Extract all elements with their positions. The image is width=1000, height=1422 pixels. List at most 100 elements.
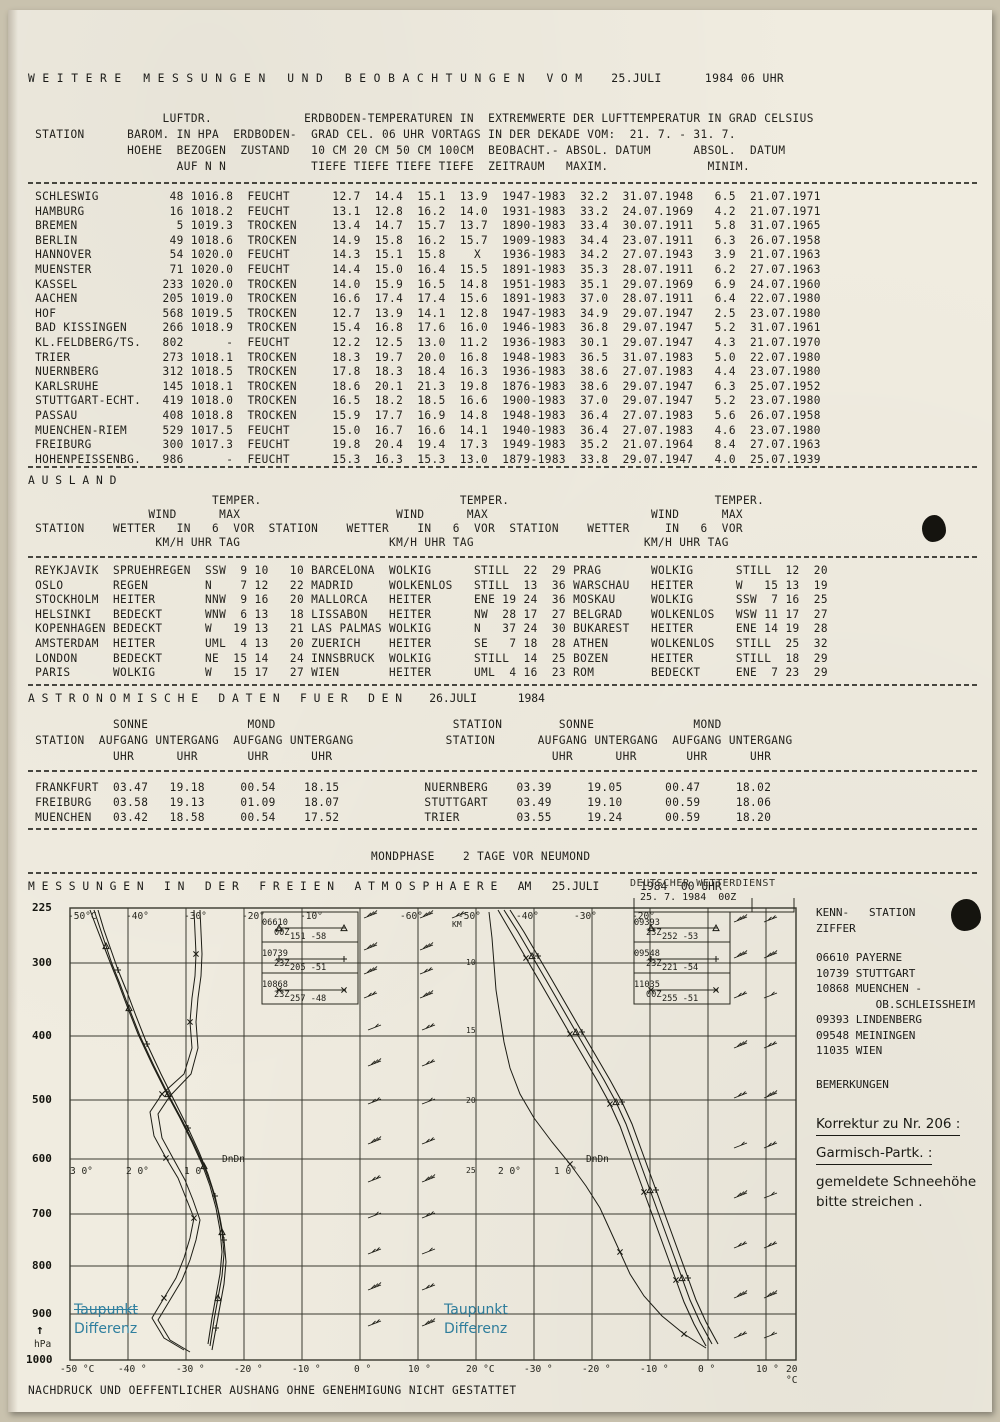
ausland-header-1: WIND MAX WIND MAX WIND MAX [28,508,743,521]
km-tick-3: 25 [466,1166,476,1175]
table-row: TRIER 273 1018.1 TROCKEN 18.3 19.7 20.0 … [28,350,821,364]
table-row: AACHEN 205 1019.0 TROCKEN 16.6 17.4 17.4… [28,292,821,306]
station-code-item: OB.SCHLEISSHEIM [816,997,975,1011]
sounding-l2-values: 257 -48 [290,994,327,1004]
divider-ausland-top [28,556,980,558]
km-tick-0: 10 [466,958,476,967]
table-row: BERLIN 49 1018.6 TROCKEN 14.9 15.8 16.2 … [28,233,821,247]
sounding-l1-id: 10739 [262,949,288,959]
table-row: KOPENHAGEN BEDECKT W 19 13 21 LAS PALMAS… [28,622,828,636]
divider-ground-top [28,182,980,184]
bottom-tick-10: -10 ° [640,1364,669,1375]
station-code-item: 09393 LINDENBERG [816,1013,922,1026]
table-row: FREIBURG 300 1017.3 FEUCHT 19.8 20.4 19.… [28,438,821,452]
wind-barbs-right [733,913,778,1339]
handwritten-correction-block: Korrektur zu Nr. 206 : Garmisch-Partk. :… [816,1114,992,1212]
winddir-l0: 3 0° [70,1166,93,1177]
correction-station: Garmisch-Partk. : [816,1143,933,1165]
station-code-item: 11035 WIEN [816,1044,883,1057]
table-row: STOCKHOLM HEITER NNW 9 16 20 MALLORCA HE… [28,593,828,607]
table-row: HELSINKI BEDECKT WNW 6 13 18 LISSABON HE… [28,607,828,621]
correction-ref: Korrektur zu Nr. 206 : [816,1114,961,1136]
bottom-tick-1: -40 ° [118,1364,147,1375]
table-row: OSLO REGEN N 7 12 22 MADRID WOLKENLOS ST… [28,578,828,592]
pressure-tick-600: 600 [32,1152,52,1165]
bottom-tick-2: -30 ° [176,1364,205,1375]
table-row: NUERNBERG 312 1018.5 TROCKEN 17.8 18.3 1… [28,365,821,379]
page-title: W E I T E R E M E S S U N G E N U N D B … [28,72,785,85]
pressure-arrow-icon: ↑ [36,1323,44,1338]
dndn-label-left: DnDn [222,1154,245,1165]
ink-blot-ausland [922,515,946,542]
bottom-tick-7: 20 °C [466,1364,495,1375]
top-tick-l2: -30° [184,911,207,922]
table-row: BAD KISSINGEN 266 1018.9 TROCKEN 15.4 16… [28,321,821,335]
top-tick-l3: -20° [242,911,265,922]
atmosphere-date-box: 25. 7. 1984 00Z [640,892,737,903]
sounding-r2-time: 00Z [646,990,662,1000]
station-code-item: 10868 MUENCHEN - [816,982,922,995]
astro-section-title: A S T R O N O M I S C H E D A T E N F U … [28,692,545,705]
ausland-header-0: TEMPER. TEMPER. TEMPER. [28,494,765,507]
top-tick-l1: -40° [126,911,149,922]
table-row: FREIBURG 03.58 19.13 01.09 18.07 STUTTGA… [28,796,772,809]
annotation-differenz-right: Differenz [444,1321,508,1337]
sounding-r0-time: 23Z [646,928,662,938]
sounding-l2-id: 10868 [262,980,288,990]
ground-table-header-1: STATION BAROM. IN HPA ERDBODEN- GRAD CEL… [28,128,736,141]
divider-astro-bottom [28,828,980,830]
sounding-l0-values: 151 -58 [290,932,327,942]
bottom-tick-11: 0 ° [698,1364,716,1375]
bottom-tick-12: 10 ° [756,1364,779,1375]
sounding-r1-id: 09548 [634,949,660,959]
astro-header-1: STATION AUFGANG UNTERGANG AUFGANG UNTERG… [28,734,793,747]
pressure-tick-400: 400 [32,1029,52,1042]
pressure-tick-500: 500 [32,1093,52,1106]
sounding-r0-values: 252 -53 [662,932,699,942]
sounding-l1-time: 23Z [274,959,290,969]
ausland-header-3: KM/H UHR TAG KM/H UHR TAG KM/H UHR TAG [28,536,729,549]
table-row: MUENCHEN-RIEM 529 1017.5 FEUCHT 15.0 16.… [28,423,821,437]
table-row: REYKJAVIK SPRUEHREGEN SSW 9 10 10 BARCEL… [28,564,828,577]
bottom-tick-0: -50 °C [60,1364,95,1375]
ink-blot-station-header [951,899,981,931]
astro-header-0: SONNE MOND STATION SONNE MOND [28,718,722,731]
divider-astro-top [28,770,980,772]
table-row: KL.FELDBERG/TS. 802 - FEUCHT 12.2 12.5 1… [28,335,821,349]
radiosonde-chart: 225 300 400 500 600 700 800 900 1000 ↑ h… [26,878,804,1386]
table-row: MUENCHEN 03.42 18.58 00.54 17.52 TRIER 0… [28,811,772,824]
pressure-tick-225: 225 [32,901,52,914]
pressure-tick-300: 300 [32,956,52,969]
bottom-tick-13: 20 °C [786,1364,798,1386]
astro-header-2: UHR UHR UHR UHR UHR UHR UHR UHR [28,750,772,763]
divider-ausland-bottom [28,684,980,686]
annotation-taupunkt-left: Taupunkt [74,1302,138,1318]
station-code-item: 09548 MEININGEN [816,1028,916,1042]
markers-right [522,952,692,1338]
pressure-tick-800: 800 [32,1259,52,1272]
winddir-r0: 2 0° [498,1166,521,1177]
table-row: PARIS WOLKIG W 15 17 27 WIEN HEITER UML … [28,666,828,680]
dndn-label-right: DnDn [586,1154,609,1165]
correction-text-2: bitte streichen . [816,1194,923,1210]
km-axis-label: KM [452,920,462,929]
ausland-table-body: REYKJAVIK SPRUEHREGEN SSW 9 10 10 BARCEL… [28,564,828,681]
top-tick-r0: -60° [400,911,423,922]
sounding-r0-id: 09393 [634,918,660,928]
table-row: HOF 568 1019.5 TROCKEN 12.7 13.9 14.1 12… [28,306,821,320]
km-tick-1: 15 [466,1026,476,1035]
ground-table-header-3: AUF N N TIEFE TIEFE TIEFE TIEFE ZEITRAUM… [28,160,751,173]
ausland-section-title: A U S L A N D [28,474,117,487]
markers-left [102,942,228,1332]
sounding-l1-values: 205 -51 [290,963,327,973]
table-row: SCHLESWIG 48 1016.8 FEUCHT 12.7 14.4 15.… [28,190,821,203]
winddir-r1: 1 0° [554,1166,577,1177]
astro-table-body: FRANKFURT 03.47 19.18 00.54 18.15 NUERNB… [28,780,771,825]
sounding-r2-values: 255 -51 [662,994,699,1004]
bottom-tick-4: -10 ° [292,1364,321,1375]
wind-barbs-left [363,909,466,1327]
table-row: KASSEL 233 1020.0 TROCKEN 14.0 15.9 16.5… [28,277,821,291]
ziffer-label: ZIFFER [816,921,856,935]
atmosphere-section-title: M E S S U N G E N I N D E R F R E I E N … [28,880,722,893]
remarks-title: BEMERKUNGEN [816,1077,889,1091]
